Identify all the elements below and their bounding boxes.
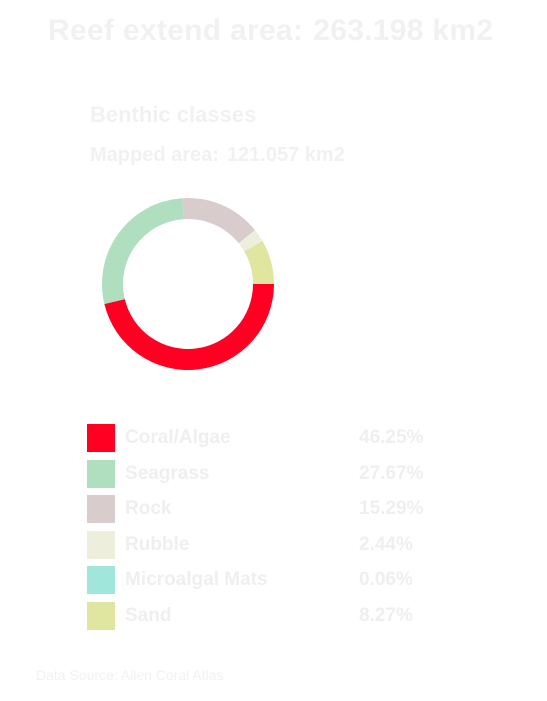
legend-label: Rock <box>125 498 172 519</box>
legend-item-coral-algae: Coral/Algae 46.25% <box>87 424 447 460</box>
mapped-area-value: 121.057 km2 <box>226 144 345 166</box>
donut-slice-sand <box>244 241 274 284</box>
legend-value: 2.44% <box>359 533 413 555</box>
donut-chart <box>102 198 274 370</box>
legend-swatch <box>87 566 115 594</box>
legend-item-seagrass: Seagrass 27.67% <box>87 459 447 496</box>
legend-label: Seagrass <box>125 462 210 484</box>
reef-extent-value: 263.198 km2 <box>313 14 494 47</box>
donut-slice-coral-algae <box>104 284 274 370</box>
legend-value: 27.67% <box>359 462 424 484</box>
legend-label: Rubble <box>125 533 190 555</box>
data-source: Data Source: Allen Coral Atlas <box>36 667 224 683</box>
legend-swatch <box>87 530 115 559</box>
reef-extent-headline: Reef extend area: 263.198 km2 <box>48 14 493 48</box>
legend-swatch <box>87 601 115 630</box>
chart-title: Benthic classes <box>90 102 257 127</box>
mapped-area-subtitle: Mapped area: 121.057 km2 <box>90 144 345 167</box>
legend-value: 46.25% <box>359 427 424 448</box>
legend-label: Microalgal Mats <box>125 569 268 590</box>
legend-swatch <box>87 459 115 488</box>
legend-item-rubble: Rubble 2.44% <box>87 530 447 567</box>
reef-extent-label: Reef extend area: <box>48 14 304 47</box>
donut-slice-seagrass <box>102 198 184 305</box>
legend-swatch <box>87 424 115 452</box>
legend-item-microalgal-mats: Microalgal Mats 0.06% <box>87 566 447 602</box>
legend-value: 15.29% <box>359 498 424 519</box>
donut-slice-rubble <box>238 230 263 252</box>
legend-item-sand: Sand 8.27% <box>87 601 447 638</box>
legend-swatch <box>87 495 115 523</box>
legend-value: 0.06% <box>359 569 413 590</box>
legend-item-rock: Rock 15.29% <box>87 495 447 531</box>
mapped-area-label: Mapped area: <box>90 144 219 166</box>
legend-label: Coral/Algae <box>125 427 231 448</box>
donut-slice-microalgal-mats <box>244 241 263 252</box>
legend-label: Sand <box>125 604 172 626</box>
donut-slice-rock <box>182 198 256 244</box>
chart-legend: Coral/Algae 46.25% Seagrass 27.67% Rock 15.29… <box>87 424 447 637</box>
legend-value: 8.27% <box>359 604 413 626</box>
